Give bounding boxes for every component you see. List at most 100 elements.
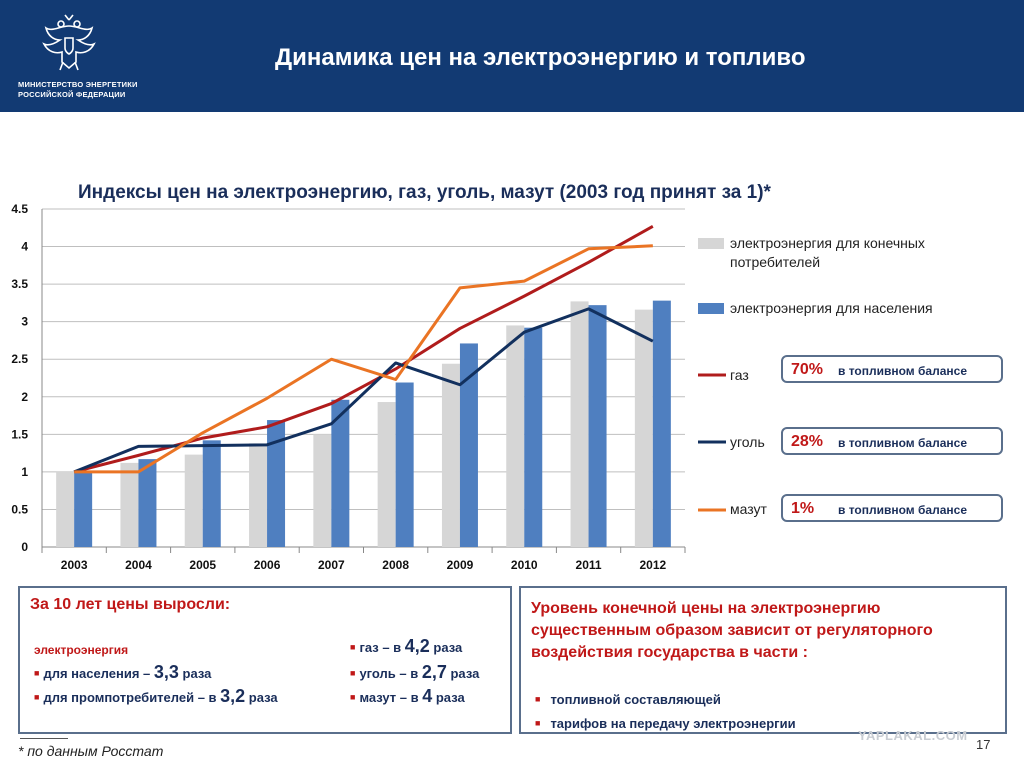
- x-tick-label: 2010: [511, 558, 538, 572]
- fuel-component-label: топливной составляющей: [550, 692, 721, 707]
- ministry-line1: МИНИСТЕРСТВО ЭНЕРГЕТИКИ: [18, 80, 138, 89]
- list-item-fuel-oil: ■ мазут – в 4 раза: [350, 686, 465, 707]
- price-growth-heading: За 10 лет цены выросли:: [30, 596, 231, 613]
- bar: [74, 471, 93, 547]
- series-line: [73, 224, 654, 474]
- bar: [588, 305, 607, 547]
- pop-label: для населения –: [43, 666, 154, 681]
- x-tick-label: 2008: [382, 558, 409, 572]
- footnote-divider: [20, 738, 68, 739]
- legend-label-elec-final-line2: потребителей: [730, 254, 821, 270]
- bullet-icon: ■: [34, 668, 40, 678]
- bar: [184, 454, 203, 547]
- price-index-chart: 0 0.5 1 1.5 2 2.5 3 3.5 4 4.5 2003 2004 2005 2006 2007…: [11, 202, 686, 572]
- bar: [377, 402, 396, 547]
- oil-label: мазут – в: [359, 690, 423, 705]
- watermark: YAPLAKAL.COM: [858, 728, 968, 743]
- x-tick-label: 2006: [254, 558, 281, 572]
- x-tick-label: 2003: [61, 558, 88, 572]
- y-tick-label: 2.5: [11, 352, 28, 366]
- bar: [267, 420, 286, 547]
- bullet-icon: ■: [535, 718, 541, 728]
- oil-share-pct: 1%: [791, 500, 815, 517]
- legend-label-elec-final: электроэнергия для конечных потребителей: [730, 234, 925, 272]
- bar: [570, 301, 589, 547]
- bar: [441, 363, 460, 547]
- x-tick-label: 2011: [576, 558, 602, 572]
- bullet-icon: ■: [350, 642, 356, 652]
- pop-value: 3,3: [153, 662, 179, 682]
- bar: [249, 443, 268, 547]
- bar: [524, 327, 543, 547]
- footnote: * по данным Росстат: [18, 743, 164, 759]
- bullet-icon: ■: [350, 692, 356, 702]
- bar: [56, 471, 75, 547]
- bar: [202, 440, 221, 547]
- gas-share-box: 70% в топливном балансе: [781, 355, 1003, 383]
- oil-unit: раза: [432, 690, 465, 705]
- y-tick-label: 2: [21, 390, 28, 404]
- bar: [138, 459, 157, 547]
- bar: [506, 325, 525, 547]
- y-tick-label: 0.5: [11, 502, 28, 516]
- legend-swatch-fuel-oil: [698, 508, 726, 512]
- bar: [634, 309, 653, 547]
- list-item-coal: ■ уголь – в 2,7 раза: [350, 662, 479, 683]
- double-headed-eagle-emblem-icon: [42, 14, 96, 71]
- page-title: Динамика цен на электроэнергию и топливо: [275, 44, 806, 71]
- transmission-tariffs-label: тарифов на передачу электроэнергии: [550, 716, 796, 731]
- gas-unit: раза: [429, 640, 463, 655]
- legend-label-fuel-oil: мазут: [730, 501, 767, 517]
- bullet-icon: ■: [34, 692, 40, 702]
- bar: [313, 434, 332, 547]
- ind-unit: раза: [245, 690, 278, 705]
- oil-share-box: 1% в топливном балансе: [781, 494, 1003, 522]
- series-line: [74, 244, 653, 474]
- gas-value: 4,2: [404, 636, 430, 656]
- ministry-line2: РОССИЙСКОЙ ФЕДЕРАЦИИ: [18, 90, 126, 99]
- gas-share-pct: 70%: [791, 361, 824, 378]
- list-item-population: ■ для населения – 3,3 раза: [34, 662, 211, 683]
- y-tick-label: 0: [21, 540, 28, 554]
- coal-share-text: в топливном балансе: [838, 436, 967, 450]
- bullet-icon: ■: [535, 694, 541, 704]
- legend-label-elec-pop: электроэнергия для населения: [730, 300, 933, 316]
- legend-label-elec-final-line1: электроэнергия для конечных: [730, 235, 925, 251]
- gas-label: газ – в: [359, 640, 405, 655]
- bar: [652, 300, 671, 547]
- y-tick-label: 3.5: [11, 277, 28, 291]
- header-bar: МИНИСТЕРСТВО ЭНЕРГЕТИКИ РОССИЙСКОЙ ФЕДЕР…: [0, 0, 1024, 112]
- bar: [459, 343, 478, 547]
- y-tick-label: 4: [21, 240, 28, 254]
- oil-value: 4: [422, 686, 433, 706]
- legend-swatch-coal: [698, 440, 726, 444]
- pop-unit: раза: [178, 666, 212, 681]
- gas-share-text: в топливном балансе: [838, 364, 967, 378]
- legend-swatch-gas: [698, 373, 726, 377]
- list-item-industrial: ■ для промпотребителей – в 3,2 раза: [34, 686, 278, 707]
- x-tick-label: 2005: [189, 558, 216, 572]
- electricity-subheading: электроэнергия: [34, 643, 129, 657]
- legend-label-gas: газ: [730, 367, 749, 383]
- oil-share-text: в топливном балансе: [838, 503, 967, 517]
- ind-label: для промпотребителей – в: [43, 690, 221, 705]
- x-tick-label: 2012: [639, 558, 666, 572]
- legend-label-coal: уголь: [730, 434, 765, 450]
- series-line: [73, 307, 654, 474]
- y-tick-label: 4.5: [11, 202, 28, 216]
- y-tick-label: 1: [21, 465, 28, 479]
- bar: [331, 399, 350, 547]
- regulation-panel: Уровень конечной цены на электроэнергию …: [519, 586, 1007, 734]
- y-tick-label: 1.5: [11, 427, 28, 441]
- ind-value: 3,2: [220, 686, 246, 706]
- price-growth-panel: За 10 лет цены выросли: электроэнергия ■…: [18, 586, 512, 734]
- list-item-gas: ■ газ – в 4,2 раза: [350, 636, 462, 657]
- coal-label: уголь – в: [359, 666, 422, 681]
- y-tick-label: 3: [21, 315, 28, 329]
- coal-share-pct: 28%: [791, 433, 824, 450]
- coal-unit: раза: [446, 666, 480, 681]
- bar: [120, 462, 139, 547]
- list-item-fuel-component: ■ топливной составляющей: [535, 692, 721, 707]
- regulation-heading: Уровень конечной цены на электроэнергию …: [531, 600, 933, 661]
- bullet-icon: ■: [350, 668, 356, 678]
